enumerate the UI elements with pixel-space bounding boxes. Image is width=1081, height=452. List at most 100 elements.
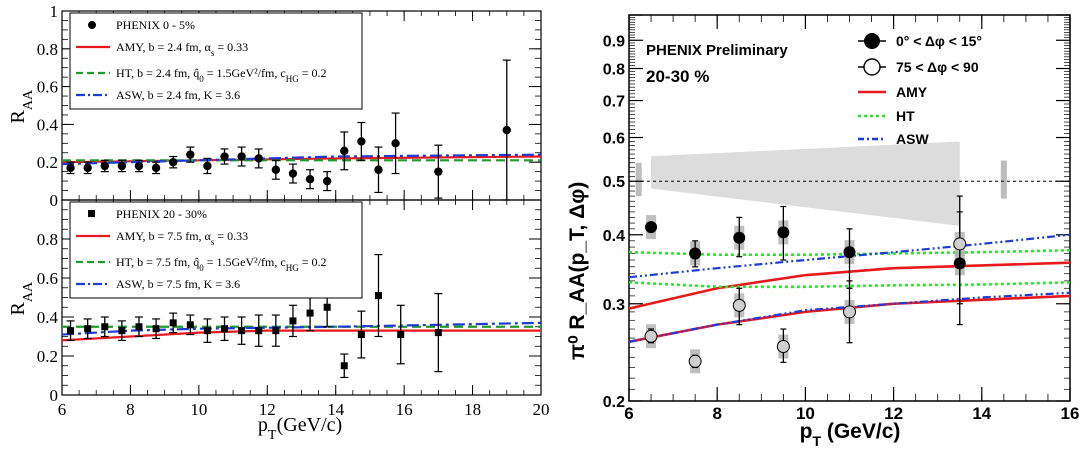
x-axis-label: pT (GeV/c) <box>258 414 342 443</box>
y-tick-label: 0.2 <box>37 153 58 172</box>
legend-entry: ASW, b = 7.5 fm, K = 3.6 <box>116 277 240 291</box>
legend-entry: 0° < Δφ < 15° <box>896 33 982 49</box>
legend-entry: HT, b = 7.5 fm, q̂0 = 1.5GeV²/fm, cHG = … <box>116 255 327 273</box>
curve-amy <box>61 329 541 342</box>
legend-entry-part: = 1.5GeV²/fm, c <box>204 255 286 269</box>
data-point-filled <box>843 246 856 259</box>
x-tick-label: 6 <box>624 404 633 423</box>
x-tick-label: 20 <box>533 400 550 419</box>
legend-entry: ASW <box>896 131 929 147</box>
legend-marker <box>864 33 880 49</box>
normalization-box <box>1000 160 1007 199</box>
data-point <box>66 163 75 173</box>
data-point <box>357 331 365 339</box>
legend-box <box>69 201 363 299</box>
data-point <box>322 176 332 186</box>
y-tick-label: 0.6 <box>603 131 625 148</box>
y-tick-label: 0.6 <box>37 78 58 97</box>
legend-entry: PHENIX 20 - 30% <box>116 207 207 221</box>
y-axis-label-sub: AA <box>21 281 36 302</box>
y-tick-label: 0.4 <box>37 115 59 134</box>
legend-entry-part: ASW, b = 7.5 fm, K = 3.6 <box>116 277 240 291</box>
legend-entry-part: = 0.2 <box>299 66 327 80</box>
y-tick-label: 0.4 <box>603 228 625 245</box>
legend-entry-sub: HG <box>286 74 299 84</box>
data-point <box>220 152 229 161</box>
x-tick-label: 10 <box>190 400 207 419</box>
legend-entry-sub: HG <box>286 263 299 273</box>
curve-asw <box>61 321 542 336</box>
chart-subtitle: 20-30 % <box>646 67 709 86</box>
x-tick-label: 12 <box>884 404 903 423</box>
x-axis-label-rest: (GeV/c) <box>277 414 343 436</box>
data-point <box>135 323 143 331</box>
data-point-open <box>732 298 746 312</box>
data-point <box>434 167 443 176</box>
y-tick-label: 0.9 <box>603 33 625 50</box>
legend-entry-part: PHENIX 20 - 30% <box>116 207 207 221</box>
x-tick-label: 14 <box>972 404 991 423</box>
x-tick-label: 8 <box>712 404 721 423</box>
data-point <box>397 331 405 339</box>
data-point <box>272 327 280 335</box>
curve-ht <box>628 281 1071 289</box>
data-point <box>374 292 382 300</box>
y-tick-label: 0.4 <box>37 308 59 327</box>
data-point <box>288 169 298 178</box>
data-point <box>118 327 126 335</box>
x-axis-label-rest: (GeV/c) <box>821 420 900 443</box>
x-tick-label: 12 <box>259 400 276 419</box>
legend-entry: HT, b = 2.4 fm, q̂0 = 1.5GeV²/fm, cHG = … <box>116 66 327 84</box>
data-point <box>168 158 178 167</box>
legend-entry-part: AMY, b = 7.5 fm, α <box>116 229 212 243</box>
y-tick-label: 0.7 <box>603 94 625 111</box>
x-tick-label: 16 <box>396 400 413 419</box>
legend-box <box>69 12 363 110</box>
data-point <box>237 152 246 161</box>
x-tick-label: 18 <box>464 400 481 419</box>
data-point <box>305 175 315 184</box>
legend-entry-part: = 0.33 <box>214 229 248 243</box>
legend-entry-part: = 0.2 <box>299 255 327 269</box>
legend-marker <box>88 21 96 29</box>
legend-entry-part: = 1.5GeV²/fm, c <box>204 66 286 80</box>
legend-entry-part: ASW, b = 2.4 fm, K = 3.6 <box>116 88 240 102</box>
y-axis-label-main: R <box>7 110 29 124</box>
curve-asw <box>628 291 1071 343</box>
chart-title: PHENIX Preliminary <box>646 42 788 59</box>
curve-ht <box>628 248 1071 257</box>
data-point <box>152 325 160 333</box>
x-axis-label-p: p <box>258 414 268 436</box>
data-point <box>238 327 246 335</box>
data-point <box>255 327 263 335</box>
data-point <box>84 325 92 333</box>
data-point <box>340 146 349 156</box>
data-point <box>101 323 109 331</box>
legend-entry-part: AMY, b = 2.4 fm, α <box>116 40 212 54</box>
data-point <box>186 150 195 159</box>
data-point <box>203 161 212 171</box>
legend-entry: HT <box>896 108 915 124</box>
data-point-filled <box>645 221 658 234</box>
legend-entry-sub: s <box>211 48 215 58</box>
y-tick-label: 0.6 <box>37 269 58 288</box>
data-point <box>203 327 211 335</box>
data-point-filled <box>689 247 702 260</box>
legend-entry-part: PHENIX 0 - 5% <box>116 18 195 32</box>
y-tick-label: 0 <box>50 386 59 405</box>
y-axis-label-main: π⁰ R_AA(p_T, Δφ) <box>566 182 589 360</box>
data-point-filled <box>777 226 790 239</box>
legend-entry-sub: s <box>211 237 215 247</box>
y-tick-label: 0 <box>50 191 59 210</box>
data-point <box>169 319 177 327</box>
data-point <box>221 325 229 333</box>
data-point <box>83 163 92 173</box>
y-tick-label: 0.8 <box>37 230 58 249</box>
legend-marker <box>88 210 95 217</box>
data-point <box>151 163 161 173</box>
data-point <box>117 161 127 171</box>
legend-marker <box>863 58 881 76</box>
x-tick-label: 6 <box>58 400 67 419</box>
y-tick-label: 0.2 <box>37 347 58 366</box>
